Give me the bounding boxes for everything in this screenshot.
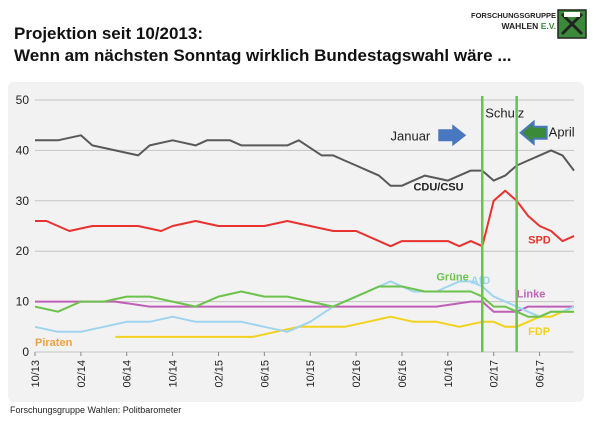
x-tick-label-06-17: 06/17 [535,360,547,388]
logo-icon [557,9,587,39]
y-tick-label-10: 10 [16,295,30,309]
x-tick-label-02-17: 02/17 [489,360,501,388]
source-note: Forschungsgruppe Wahlen: Politbarometer [10,405,182,415]
x-tick-label-10-15: 10/15 [305,360,317,388]
event-label-1: Schulz [485,106,524,121]
series-line-linke [35,300,574,313]
x-tick-label-10-16: 10/16 [443,360,455,388]
annotation-layer: Januar April [391,119,575,147]
series-label-piraten: Piraten [35,337,73,349]
y-tick-labels: 0 10 20 30 40 50 [16,93,30,359]
arrow-left-icon [519,119,548,146]
y-tick-label-50: 50 [16,93,30,107]
logo-line2: WAHLEN E.V. [452,21,556,31]
x-tick-label-10-13: 10/13 [30,360,42,388]
series-label-grne: Grüne [436,271,468,283]
y-tick-label-40: 40 [16,143,30,157]
logo-line1: FORSCHUNGSGRUPPE [470,11,556,20]
arrow-right-icon [438,124,467,147]
series-line-cducsu [35,134,575,187]
x-tick-label-06-15: 06/15 [259,360,271,388]
series-label-cducsu: CDU/CSU [413,182,463,194]
chart-panel: 0 10 20 30 40 50 10/13 02/14 06/14 10/14 02/15 06/… [8,82,584,402]
x-tick-label-10-14: 10/14 [168,360,180,388]
annotation-text-2: April [549,124,575,139]
logo-line2-main: WAHLEN [501,21,539,31]
y-tick-label-30: 30 [16,194,30,208]
x-tick-labels: 10/13 02/14 06/14 10/14 02/15 06/15 10/15 02/16… [30,360,547,388]
series-label-spd: SPD [528,235,551,247]
series-label-afd: AfD [471,275,491,287]
chart-svg: 0 10 20 30 40 50 10/13 02/14 06/14 10/14 02/15 06/… [16,93,575,388]
chart-title-line2: Wenn am nächsten Sonntag wirklich Bundes… [14,46,512,65]
series-label-linke: Linke [517,289,546,301]
y-tick-label-0: 0 [22,345,29,359]
vline-layer: Schulz [481,96,524,352]
x-tick-label-02-14: 02/14 [76,360,88,388]
logo-line2-suffix: E.V. [540,21,556,31]
x-tick-label-06-16: 06/16 [397,360,409,388]
y-tick-label-20: 20 [16,244,30,258]
series-line-spd [35,189,575,248]
series-line-grne [34,285,574,318]
x-tick-label-02-15: 02/15 [213,360,225,388]
logo-text: FORSCHUNGSGRUPPE WAHLEN E.V. [452,11,556,31]
chart-title-line1: Projektion seit 10/2013: [14,24,203,43]
annotation-text-1: Januar [391,128,431,143]
series-line-fdp [115,310,574,338]
x-tick-label-02-16: 02/16 [351,360,363,388]
x-tick-label-06-14: 06/14 [122,360,134,388]
series-label-fdp: FDP [528,326,550,338]
grid-layer [34,99,574,356]
